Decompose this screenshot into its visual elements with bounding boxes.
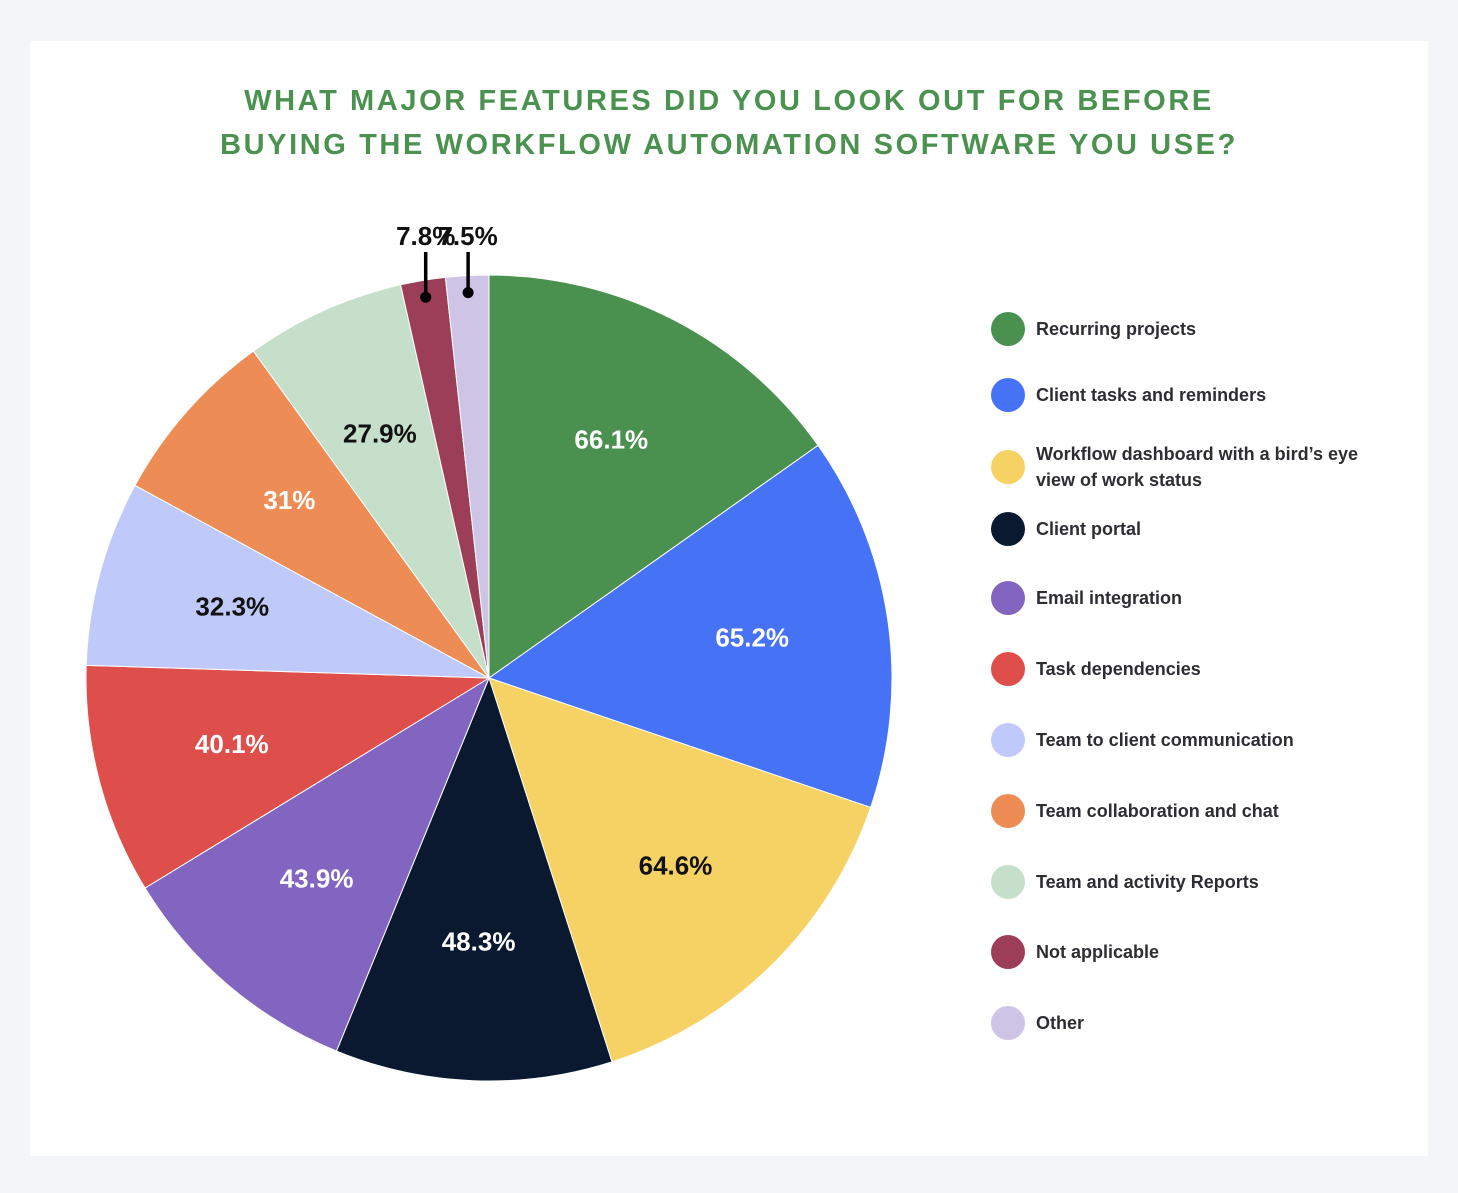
data-label-client-tasks-and-reminders: 65.2% [715, 623, 789, 653]
data-label-team-collaboration-and-chat: 31% [263, 485, 315, 515]
pie-slice-team-collaboration-and-chat [134, 350, 490, 679]
pie-slice-recurring-projects [488, 274, 819, 679]
pie-data-labels: 66.1% 65.2% 64.6% 48.3% 43.9% 40.1% 32.3% 31% 27… [195, 221, 789, 957]
pie-slices [85, 274, 893, 1082]
data-label-workflow-dashboard-with-a-bird-s-eye-view-of-work-status: 64.6% [639, 851, 713, 881]
data-label-recurring-projects: 66.1% [574, 425, 648, 455]
pie-slice-task-dependencies [85, 664, 491, 889]
data-label-other: 7.5% [438, 221, 497, 251]
leader-dot-other [462, 287, 474, 299]
pie-slice-workflow-dashboard-with-a-bird-s-eye-view-of-work-status [488, 677, 872, 1063]
chart-title-line-1: WHAT MAJOR FEATURES DID YOU LOOK OUT FOR… [244, 85, 1214, 117]
pie-slice-team-to-client-communication [85, 484, 490, 679]
pie-slice-email-integration [144, 676, 491, 1052]
pie-slice-team-and-activity-reports [252, 284, 490, 679]
pie-slice-client-tasks-and-reminders [487, 444, 893, 809]
pie-slice-client-portal [335, 676, 613, 1082]
data-label-team-to-client-communication: 32.3% [195, 591, 269, 621]
data-label-email-integration: 43.9% [280, 863, 354, 893]
data-label-not-applicable: 7.8% [396, 221, 455, 251]
data-label-team-and-activity-reports: 27.9% [343, 418, 417, 448]
data-label-task-dependencies: 40.1% [195, 729, 269, 759]
chart-title: WHAT MAJOR FEATURES DID YOU LOOK OUT FOR… [0, 79, 1458, 167]
data-label-client-portal: 48.3% [442, 927, 516, 957]
leader-dot-not-applicable [420, 291, 432, 303]
chart-title-line-2: BUYING THE WORKFLOW AUTOMATION SOFTWARE … [220, 129, 1238, 161]
